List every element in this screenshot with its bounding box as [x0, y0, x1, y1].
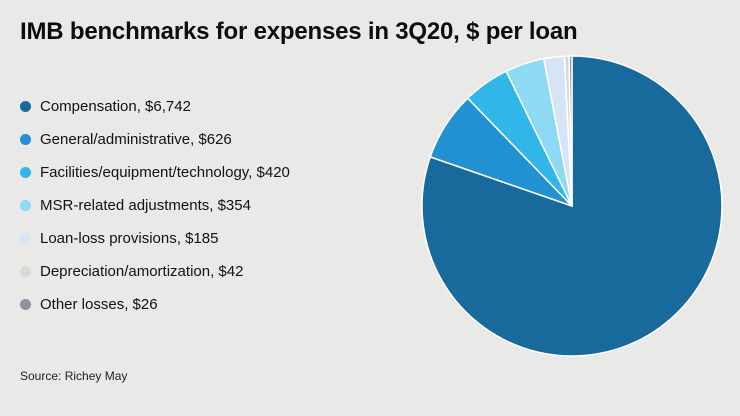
legend-swatch-icon [20, 167, 31, 178]
legend-swatch-icon [20, 200, 31, 211]
legend-label: Facilities/equipment/technology, $420 [40, 164, 290, 181]
legend-label: MSR-related adjustments, $354 [40, 197, 251, 214]
legend-swatch-icon [20, 233, 31, 244]
legend-label: Compensation, $6,742 [40, 98, 191, 115]
legend-item-other-losses: Other losses, $26 [20, 288, 290, 321]
legend-item-msr-related-adjustments: MSR-related adjustments, $354 [20, 189, 290, 222]
pie-slice-0 [421, 55, 723, 357]
legend-label: Depreciation/amortization, $42 [40, 263, 244, 280]
legend-swatch-icon [20, 101, 31, 112]
legend-label: Loan-loss provisions, $185 [40, 230, 219, 247]
pie-slice-6 [568, 55, 573, 207]
legend-swatch-icon [20, 299, 31, 310]
source-note: Source: Richey May [20, 369, 128, 383]
legend-item-facilities-equipment-technology: Facilities/equipment/technology, $420 [20, 156, 290, 189]
legend-label: General/administrative, $626 [40, 131, 232, 148]
legend-swatch-icon [20, 134, 31, 145]
pie-chart [421, 55, 723, 357]
legend-item-depreciation-amortization: Depreciation/amortization, $42 [20, 255, 290, 288]
legend-swatch-icon [20, 266, 31, 277]
legend-item-loan-loss-provisions: Loan-loss provisions, $185 [20, 222, 290, 255]
chart-title: IMB benchmarks for expenses in 3Q20, $ p… [20, 18, 578, 45]
legend: Compensation, $6,742 General/administrat… [20, 90, 290, 321]
legend-item-general-administrative: General/administrative, $626 [20, 123, 290, 156]
legend-label: Other losses, $26 [40, 296, 158, 313]
pie-chart-container [416, 50, 728, 362]
legend-item-compensation: Compensation, $6,742 [20, 90, 290, 123]
